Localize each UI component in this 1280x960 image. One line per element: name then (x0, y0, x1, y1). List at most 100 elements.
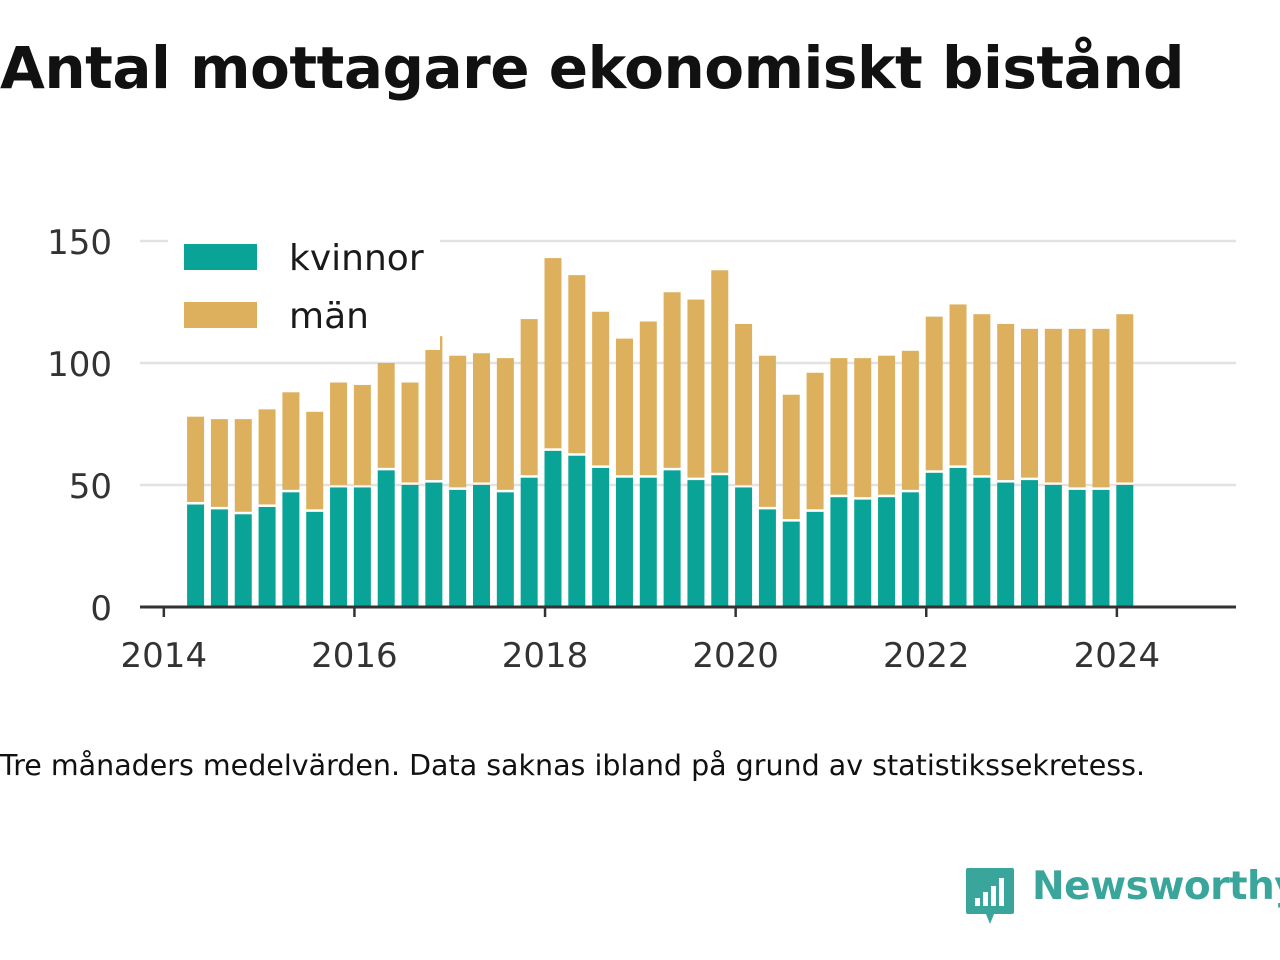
bar-kvinnor (687, 480, 705, 607)
bar-man (187, 416, 205, 503)
bar-kvinnor (878, 497, 896, 607)
bar-kvinnor (1068, 489, 1086, 607)
bar-man (425, 336, 443, 481)
bar-kvinnor (377, 470, 395, 607)
bar-kvinnor (735, 487, 753, 607)
bar-kvinnor (830, 497, 848, 607)
chart-title: Antal mottagare ekonomiskt bistånd (0, 34, 1185, 102)
x-tick-label: 2016 (311, 636, 398, 676)
bar-kvinnor (282, 492, 300, 607)
bar-kvinnor (997, 482, 1015, 607)
x-tick-label: 2018 (502, 636, 589, 676)
bar-kvinnor (306, 511, 324, 607)
bar-kvinnor (544, 450, 562, 607)
bar-kvinnor (1021, 480, 1039, 607)
y-tick-label: 50 (69, 467, 112, 507)
bars (187, 258, 1134, 607)
bar-man (878, 355, 896, 495)
legend: kvinnor män (168, 228, 440, 350)
bar-kvinnor (925, 472, 943, 607)
chart-caption: Tre månaders medelvärden. Data saknas ib… (0, 749, 1146, 782)
bar-man (830, 358, 848, 495)
bar-man (925, 316, 943, 471)
legend-swatch-kvinnor (184, 244, 257, 270)
y-axis-ticks: 0 50 100 150 (47, 223, 112, 629)
bar-man (1021, 328, 1039, 478)
bar-kvinnor (615, 477, 633, 607)
x-tick-label: 2020 (692, 636, 779, 676)
bar-man (234, 419, 252, 512)
bar-man (306, 411, 324, 510)
bar-kvinnor (901, 492, 919, 607)
bar-man (758, 355, 776, 507)
bar-man (854, 358, 872, 498)
bar-kvinnor (568, 455, 586, 607)
bar-kvinnor (854, 499, 872, 607)
brand-name: Newsworthy (1032, 864, 1280, 909)
bar-kvinnor (1044, 485, 1062, 607)
bar-man (782, 394, 800, 520)
bar-man (997, 323, 1015, 481)
y-tick-label: 0 (90, 589, 112, 629)
bar-chart: 2014 2016 2018 2020 2022 2024 0 50 100 150 kvinn… (47, 223, 1236, 676)
bar-man (615, 338, 633, 476)
bar-kvinnor (663, 470, 681, 607)
bar-man (711, 270, 729, 473)
bar-man (1068, 328, 1086, 488)
bar-man (520, 319, 538, 476)
bar-man (282, 392, 300, 490)
bar-man (568, 275, 586, 454)
bar-kvinnor (187, 504, 205, 607)
x-tick-label: 2024 (1074, 636, 1161, 676)
bar-kvinnor (520, 477, 538, 607)
bar-kvinnor (353, 487, 371, 607)
bar-man (1044, 328, 1062, 483)
x-tick-label: 2022 (883, 636, 970, 676)
bar-man (639, 321, 657, 476)
bar-man (592, 311, 610, 466)
bar-kvinnor (592, 467, 610, 607)
bar-man (1116, 314, 1134, 483)
bar-kvinnor (425, 482, 443, 607)
bar-man (210, 419, 228, 507)
bar-man (401, 382, 419, 483)
bar-man (806, 372, 824, 510)
bar-kvinnor (1116, 485, 1134, 607)
bar-man (901, 350, 919, 490)
bar-man (330, 382, 348, 485)
x-tick-label: 2014 (121, 636, 208, 676)
bar-kvinnor (330, 487, 348, 607)
x-axis-ticks: 2014 2016 2018 2020 2022 2024 (121, 607, 1161, 676)
bar-man (258, 409, 276, 505)
y-tick-label: 150 (47, 223, 112, 263)
bar-kvinnor (401, 485, 419, 607)
bar-man (544, 258, 562, 449)
bar-man (949, 304, 967, 466)
bar-man (973, 314, 991, 476)
brand: Newsworthy (964, 862, 1280, 928)
bar-man (377, 363, 395, 468)
bar-kvinnor (1092, 489, 1110, 607)
bar-man (1092, 328, 1110, 488)
bar-kvinnor (711, 475, 729, 607)
bar-kvinnor (806, 511, 824, 607)
bar-kvinnor (234, 514, 252, 607)
bar-man (473, 353, 491, 483)
y-tick-label: 100 (47, 345, 112, 385)
bar-man (353, 384, 371, 485)
bar-kvinnor (973, 477, 991, 607)
legend-label-man: män (289, 296, 369, 337)
bar-man (496, 358, 514, 490)
bar-kvinnor (639, 477, 657, 607)
bar-kvinnor (758, 509, 776, 607)
bar-kvinnor (449, 489, 467, 607)
legend-label-kvinnor: kvinnor (289, 238, 424, 279)
bar-man (449, 355, 467, 488)
bar-man (735, 323, 753, 485)
bar-kvinnor (258, 506, 276, 607)
newsworthy-logo-icon (966, 868, 1014, 924)
bar-kvinnor (782, 521, 800, 607)
bar-kvinnor (949, 467, 967, 607)
legend-swatch-man (184, 302, 257, 328)
bar-kvinnor (210, 509, 228, 607)
